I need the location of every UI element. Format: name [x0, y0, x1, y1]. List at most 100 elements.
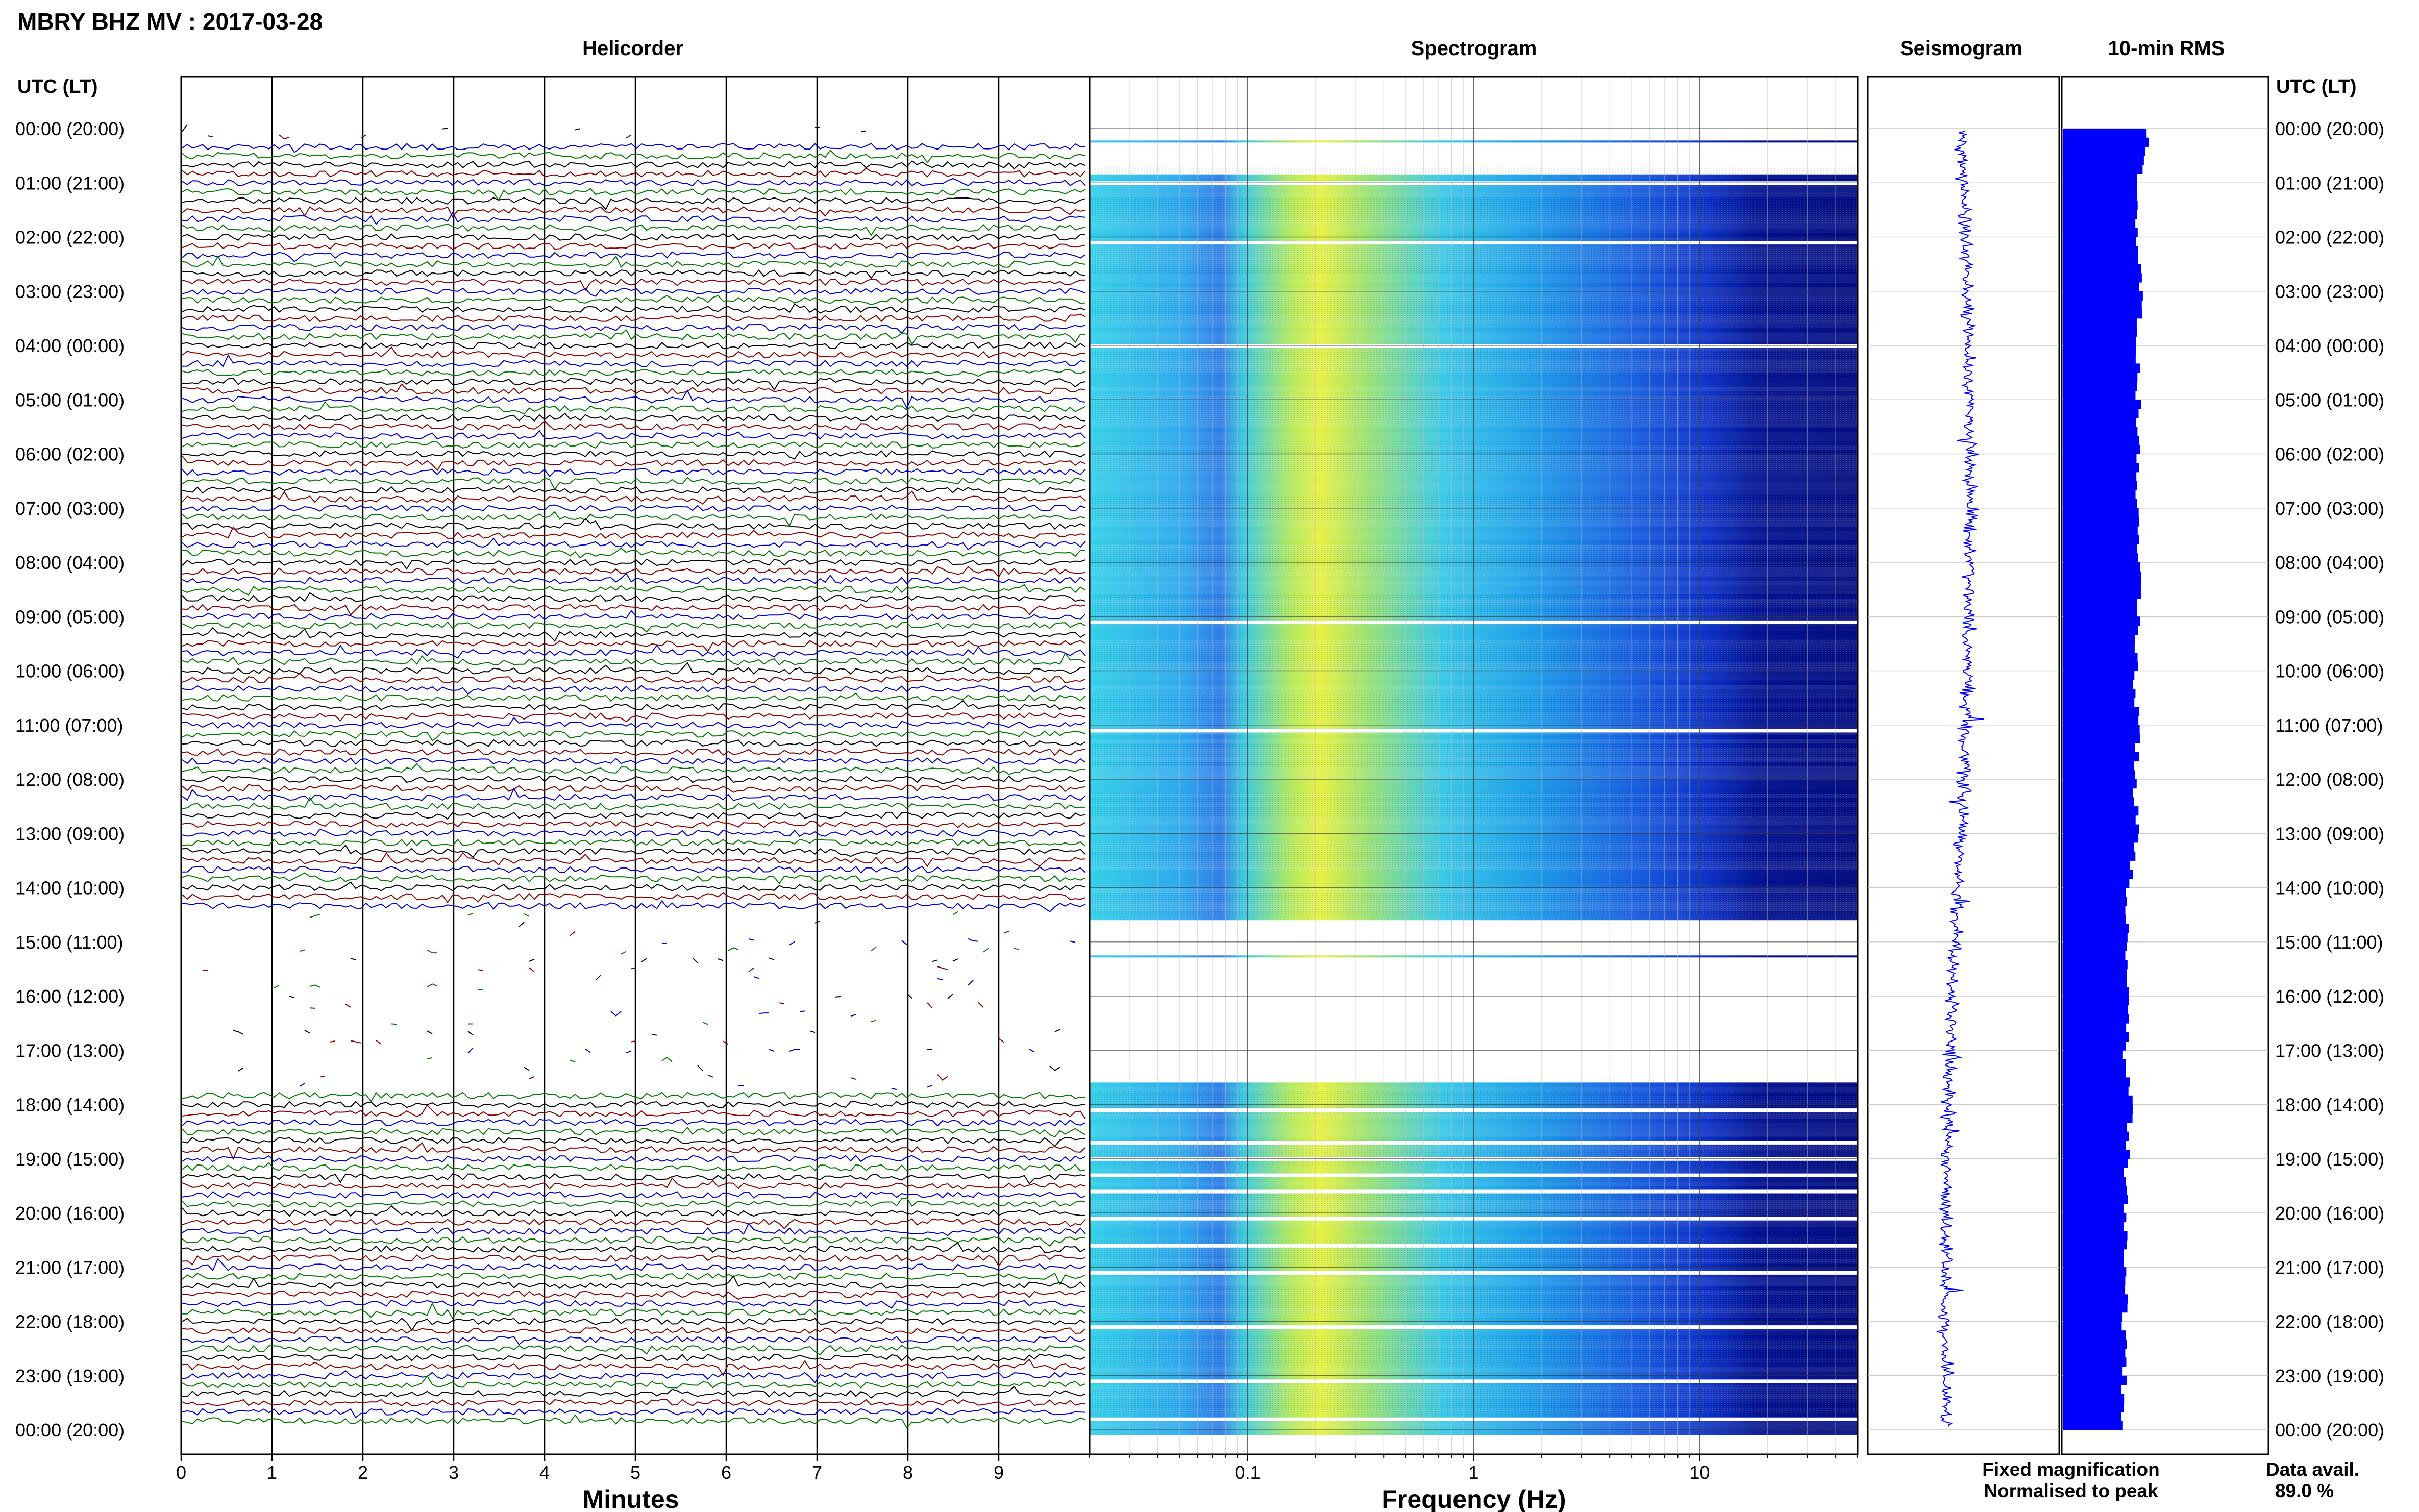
rms-bar — [2063, 1249, 2124, 1259]
helicorder-trace — [310, 912, 1065, 918]
helicorder-trace — [611, 1011, 958, 1016]
helicorder-trace — [182, 412, 1086, 422]
helicorder-trace — [182, 784, 1086, 793]
rms-bar — [2063, 291, 2143, 301]
rms-bar — [2063, 806, 2139, 816]
rms-bar — [2063, 354, 2136, 364]
figure-title: MBRY BHZ MV : 2017-03-28 — [17, 8, 323, 35]
helicorder-trace — [182, 378, 1086, 391]
helicorder-trace — [182, 485, 1086, 494]
helicorder-trace — [182, 211, 1086, 225]
helicorder-trace — [182, 295, 1086, 306]
helicorder-trace — [182, 891, 1086, 904]
rms-frame — [2061, 76, 2269, 1455]
left-hour-tick-labels: 00:00 (20:00) 01:00 (21:00) 02:00 (22:00) 0… — [15, 118, 125, 1441]
rms-bar — [2063, 833, 2139, 843]
seismogram-frame — [1867, 76, 2060, 1455]
helicorder-trace — [182, 278, 1086, 291]
helicorder-trace — [182, 1299, 1086, 1309]
legend-normalised-to-peak: Normalised to peak — [1984, 1480, 2158, 1501]
rms-bar — [2063, 680, 2133, 689]
rms-bar — [2063, 499, 2137, 509]
rms-bar — [2063, 761, 2134, 771]
helicorder-trace — [182, 526, 1086, 539]
helicorder-trace — [182, 558, 1086, 570]
helicorder-trace — [182, 518, 1086, 530]
rms-bar — [2063, 553, 2138, 563]
rms-bar — [2063, 345, 2136, 355]
rms-bar — [2063, 969, 2127, 979]
rms-bar — [2063, 571, 2142, 581]
right-hour-tick: 00:00 (20:00) — [2275, 1420, 2384, 1441]
rms-bar — [2063, 616, 2140, 626]
helicorder-trace — [182, 763, 1086, 775]
left-hour-tick: 05:00 (01:00) — [15, 389, 125, 410]
rms-bar — [2063, 996, 2129, 1006]
left-hour-tick: 15:00 (11:00) — [15, 932, 123, 953]
left-hour-tick: 01:00 (21:00) — [15, 172, 125, 193]
rms-bar — [2063, 824, 2139, 834]
helicorder-trace — [182, 604, 1086, 616]
rms-bar — [2063, 1375, 2127, 1385]
helicorder-trace — [182, 1142, 1086, 1160]
rms-bar — [2063, 1222, 2124, 1231]
helicorder-trace — [182, 368, 1086, 377]
rms-bar — [2063, 661, 2138, 671]
rms-bar — [2063, 851, 2136, 861]
rms-bar — [2063, 671, 2135, 680]
rms-bar — [2063, 427, 2138, 436]
helicorder-trace — [182, 865, 1086, 874]
left-hour-tick: 04:00 (00:00) — [15, 335, 125, 356]
helicorder-trace — [182, 313, 1086, 323]
helicorder-trace — [182, 1258, 1086, 1272]
helicorder-trace — [182, 430, 1086, 440]
helicorder-trace — [182, 1385, 1086, 1399]
helicorder-trace — [182, 621, 1086, 633]
helicorder-trace — [330, 1038, 1065, 1044]
helicorder-trace — [182, 269, 1086, 279]
rms-panel — [2061, 76, 2269, 1455]
rms-bar — [2063, 1267, 2127, 1277]
helicorder-trace — [182, 420, 1086, 431]
helicorder-trace — [182, 1291, 1086, 1300]
helicorder-trace — [182, 1275, 1086, 1290]
rms-bar — [2063, 951, 2126, 960]
helicorder-trace — [182, 900, 1086, 912]
spectrogram-grid — [1089, 77, 1858, 1454]
helicorder-trace — [182, 627, 1086, 642]
rms-bar — [2063, 878, 2130, 888]
helicorder-trace — [182, 233, 1086, 242]
helicorder-trace — [182, 160, 1086, 170]
left-hour-tick: 02:00 (22:00) — [15, 227, 125, 248]
rms-bar — [2063, 897, 2128, 906]
right-hour-tick: 03:00 (23:00) — [2275, 281, 2384, 302]
rms-bar — [2063, 1177, 2126, 1186]
data-avail-label: Data avail. — [2266, 1459, 2359, 1480]
right-hour-tick: 01:00 (21:00) — [2275, 172, 2384, 193]
helicorder-trace — [351, 958, 1085, 963]
rms-bar — [2063, 598, 2137, 608]
helicorder-trace — [182, 609, 1086, 621]
rms-bar — [2063, 1330, 2126, 1340]
rms-bar — [2063, 463, 2139, 473]
frequency-tick-label: 1 — [1468, 1462, 1478, 1483]
helicorder-trace — [182, 685, 1086, 695]
helicorder-trace — [182, 566, 1086, 578]
rms-bar — [2063, 1077, 2130, 1087]
rms-bar — [2063, 1231, 2128, 1241]
helicorder-trace — [182, 1218, 1086, 1230]
helicorder-trace — [661, 938, 1076, 946]
helicorder-trace — [182, 303, 1086, 314]
helicorder-trace — [182, 223, 1086, 236]
helicorder-trace — [182, 662, 1086, 676]
seismogram-panel — [1867, 76, 2060, 1455]
rms-bar — [2063, 1059, 2126, 1069]
helicorder-trace — [182, 490, 1086, 505]
helicorder-trace — [182, 584, 1086, 596]
helicorder-trace — [182, 644, 1086, 659]
helicorder-trace — [182, 811, 1086, 820]
left-hour-tick: 23:00 (19:00) — [15, 1366, 125, 1386]
right-hour-tick: 13:00 (09:00) — [2275, 823, 2384, 844]
helicorder-trace — [182, 692, 1086, 702]
helicorder-trace — [182, 1353, 1086, 1361]
